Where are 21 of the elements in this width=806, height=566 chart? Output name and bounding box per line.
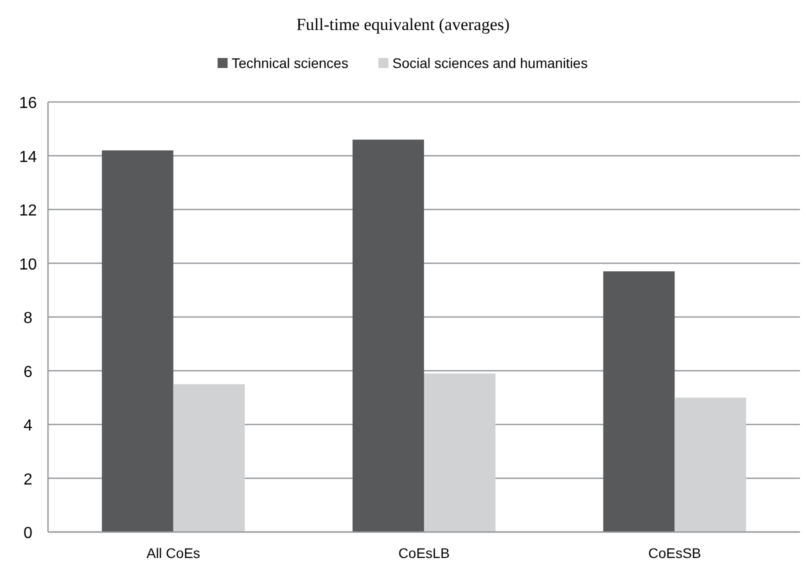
y-tick-label: 16	[19, 95, 37, 112]
legend-label: Social sciences and humanities	[392, 55, 588, 71]
y-tick-label: 8	[24, 310, 33, 327]
x-tick-label: All CoEs	[146, 545, 200, 561]
y-tick-label: 4	[24, 418, 33, 434]
y-tick-label: 12	[19, 202, 37, 220]
bar	[603, 271, 675, 532]
chart-title: Full-time equivalent (averages)	[296, 15, 510, 34]
bar	[674, 398, 746, 532]
bar	[424, 373, 496, 532]
y-tick-label: 14	[19, 148, 37, 166]
x-tick-label: CoEsLB	[398, 545, 450, 561]
x-tick-label: CoEsSB	[648, 545, 702, 561]
bar	[173, 384, 245, 532]
bar	[102, 150, 174, 532]
legend-label: Technical sciences	[232, 55, 348, 71]
y-tick-label: 2	[24, 471, 33, 488]
y-tick-label: 0	[24, 525, 33, 542]
y-tick-label: 6	[24, 364, 33, 381]
y-tick-label: 10	[19, 256, 37, 274]
bar	[352, 140, 424, 532]
